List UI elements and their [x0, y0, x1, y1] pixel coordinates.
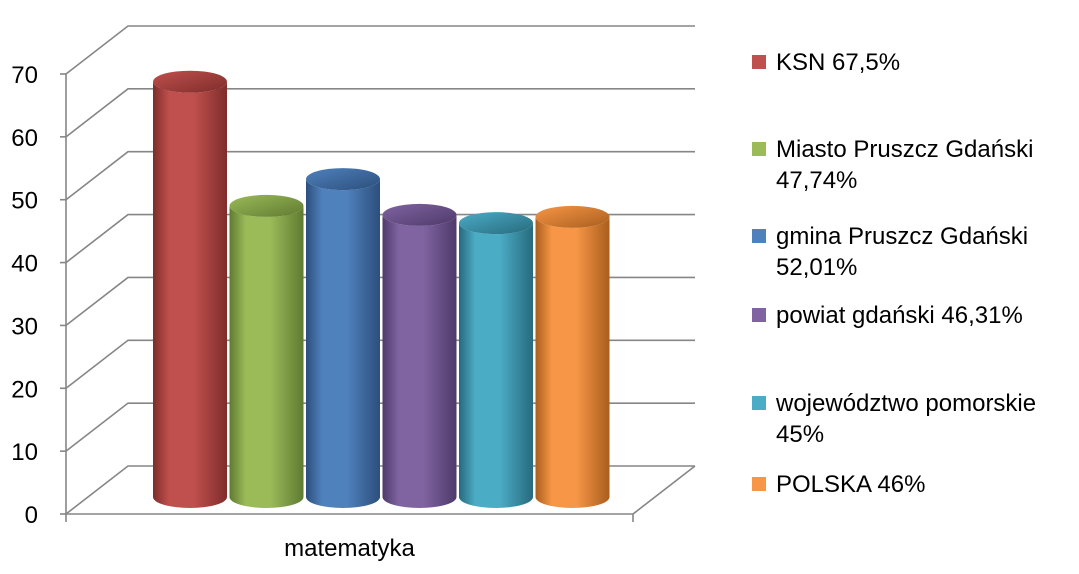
legend-item-3: gmina Pruszcz Gdański 52,01%	[752, 223, 1028, 281]
gridline	[65, 150, 695, 201]
bar-4	[382, 203, 457, 509]
y-tick-label: 0	[25, 502, 38, 529]
bar-body	[229, 205, 304, 508]
bar-top	[459, 212, 533, 235]
bar-top	[153, 70, 227, 93]
bar-body	[153, 81, 227, 508]
y-tick-label: 70	[11, 62, 38, 89]
bar-body	[382, 214, 457, 509]
legend-swatch	[752, 55, 766, 69]
legend-item-6: POLSKA 46%	[752, 471, 925, 498]
bar-top	[382, 203, 457, 226]
legend-label: województwo pomorskie	[775, 390, 1036, 417]
y-tick-label: 20	[11, 376, 38, 403]
bar-5	[459, 212, 533, 508]
legend-swatch	[752, 477, 766, 491]
legend-item-4: powiat gdański 46,31%	[752, 302, 1023, 329]
gridline	[65, 88, 695, 138]
legend-item-5: województwo pomorskie 45%	[752, 390, 1036, 448]
y-tick-label: 40	[11, 251, 38, 278]
legend-label: 52,01%	[776, 254, 857, 281]
legend-swatch	[752, 396, 766, 410]
x-category-label: matematyka	[284, 535, 415, 562]
legend-label: powiat gdański 46,31%	[776, 302, 1023, 329]
bar-body	[535, 216, 610, 509]
legend-label: KSN 67,5%	[776, 49, 900, 76]
legend-swatch	[752, 229, 766, 243]
legend-label: POLSKA 46%	[776, 471, 925, 498]
bar-6	[535, 205, 610, 509]
bar-top	[229, 194, 304, 217]
floor-right-edge	[632, 465, 696, 515]
bar-body	[306, 179, 380, 508]
y-tick-label: 10	[11, 439, 38, 466]
bar-1	[153, 70, 227, 508]
legend-label: 47,74%	[776, 167, 857, 194]
bar-top	[306, 168, 380, 191]
bar-body	[459, 223, 533, 508]
bars-layer	[153, 70, 610, 509]
y-tick-label: 60	[11, 125, 38, 152]
legend-swatch	[752, 308, 766, 322]
gridline	[65, 25, 695, 75]
bar-3	[306, 168, 380, 508]
legend-label: 45%	[776, 421, 824, 448]
legend-swatch	[752, 142, 766, 156]
legend: KSN 67,5% Miasto Pruszcz Gdański 47,74% gmi…	[752, 49, 1036, 498]
bar-2	[229, 194, 304, 508]
bar-top	[535, 205, 610, 228]
legend-item-2: Miasto Pruszcz Gdański 47,74%	[752, 136, 1033, 194]
legend-item-1: KSN 67,5%	[752, 49, 900, 76]
legend-label: gmina Pruszcz Gdański	[776, 223, 1028, 250]
axis-layer: 0 10 20 30 40 50 60 70 matematyka	[11, 25, 696, 562]
legend-label: Miasto Pruszcz Gdański	[776, 136, 1033, 163]
y-tick-label: 30	[11, 313, 38, 340]
y-tick-label: 50	[11, 188, 38, 215]
